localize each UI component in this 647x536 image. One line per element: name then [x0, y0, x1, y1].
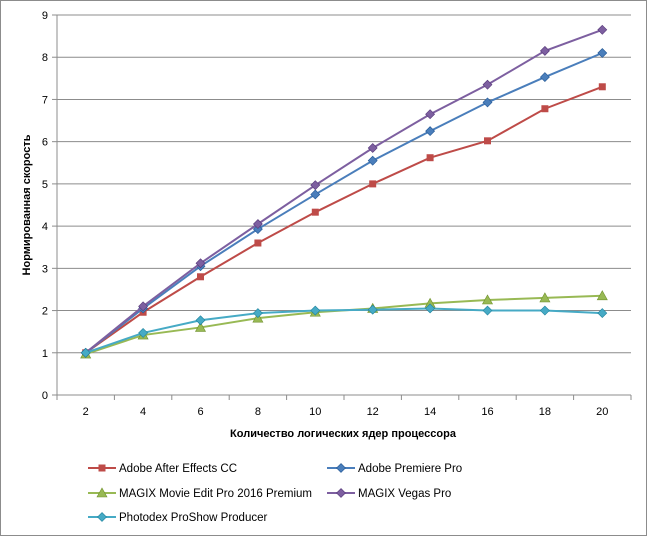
data-point-magix-movie-edit-pro-2016-premium: [539, 292, 551, 303]
data-point-photodex-proshow-producer: [138, 328, 149, 338]
y-tick-label: 5: [42, 179, 48, 191]
data-point-adobe-after-effects-cc: [541, 105, 549, 113]
legend-item-adobe-after-effects-cc: Adobe After Effects CC: [88, 463, 237, 475]
x-tick-label: 2: [83, 406, 89, 418]
data-point-magix-movie-edit-pro-2016-premium: [596, 290, 608, 301]
series-line-adobe-after-effects-cc: [85, 85, 603, 354]
y-tick-label: 7: [42, 94, 48, 106]
data-point-adobe-after-effects-cc: [369, 180, 377, 188]
y-tick-label: 8: [42, 52, 48, 64]
data-point-magix-vegas-pro: [482, 79, 493, 90]
x-axis-title: Количество логических ядер процессора: [230, 428, 457, 440]
legend-label: Adobe After Effects CC: [119, 463, 237, 475]
x-tick-label: 4: [140, 406, 146, 418]
data-point-adobe-after-effects-cc: [254, 239, 262, 247]
data-point-adobe-after-effects-cc: [197, 273, 204, 281]
legend-label: Adobe Premiere Pro: [358, 463, 462, 475]
data-point-photodex-proshow-producer: [80, 347, 91, 358]
data-point-adobe-premiere-pro: [539, 72, 550, 82]
x-tick-label: 6: [197, 406, 203, 418]
y-tick-label: 1: [42, 348, 48, 360]
data-point-magix-movie-edit-pro-2016-premium: [194, 321, 207, 332]
legend-item-magix-vegas-pro: MAGIX Vegas Pro: [327, 488, 451, 500]
x-tick-label: 12: [367, 406, 379, 418]
series-magix-vegas-pro: [80, 24, 608, 358]
x-tick-label: 16: [481, 406, 493, 418]
legend-label: MAGIX Movie Edit Pro 2016 Premium: [119, 488, 312, 500]
data-point-adobe-after-effects-cc: [311, 208, 319, 216]
x-tick-label: 14: [424, 406, 436, 418]
series-line-magix-vegas-pro: [85, 28, 603, 354]
legend-marker: [336, 463, 346, 473]
x-tick-label: 20: [596, 406, 608, 418]
y-tick-label: 0: [42, 390, 48, 402]
data-point-magix-vegas-pro: [310, 180, 321, 191]
data-point-adobe-premiere-pro: [252, 224, 263, 234]
data-point-adobe-after-effects-cc: [598, 83, 606, 91]
data-point-adobe-premiere-pro: [425, 126, 436, 137]
data-point-adobe-after-effects-cc: [426, 154, 434, 162]
x-tick-label: 8: [255, 406, 261, 418]
data-point-photodex-proshow-producer: [310, 305, 321, 316]
legend-label: Photodex ProShow Producer: [119, 512, 267, 524]
data-point-adobe-premiere-pro: [310, 189, 321, 200]
x-tick-label: 18: [539, 406, 551, 418]
data-point-photodex-proshow-producer: [597, 308, 608, 319]
series-lines: [80, 24, 608, 359]
legend-label: MAGIX Vegas Pro: [358, 488, 451, 500]
series-line-magix-movie-edit-pro-2016-premium: [85, 294, 603, 355]
legend-item-photodex-proshow-producer: Photodex ProShow Producer: [88, 512, 267, 524]
legend-item-magix-movie-edit-pro-2016-premium: MAGIX Movie Edit Pro 2016 Premium: [88, 487, 312, 500]
data-point-magix-vegas-pro: [252, 219, 263, 229]
legend-marker: [336, 488, 346, 498]
legend-marker: [98, 464, 106, 472]
data-point-photodex-proshow-producer: [195, 315, 206, 326]
series-line-photodex-proshow-producer: [85, 307, 603, 354]
data-point-magix-vegas-pro: [597, 24, 608, 35]
y-tick-label: 9: [42, 10, 48, 22]
gridlines: [57, 14, 631, 354]
y-tick-label: 2: [42, 306, 48, 318]
legend-marker: [97, 512, 107, 522]
series-adobe-after-effects-cc: [82, 83, 606, 357]
data-point-magix-vegas-pro: [138, 301, 149, 312]
data-point-magix-vegas-pro: [195, 258, 206, 269]
data-point-magix-vegas-pro: [425, 109, 436, 120]
data-point-adobe-premiere-pro: [597, 48, 608, 58]
data-point-magix-vegas-pro: [539, 45, 550, 56]
legend-marker: [96, 487, 108, 498]
series-line-adobe-premiere-pro: [85, 52, 603, 354]
data-point-magix-vegas-pro: [367, 143, 378, 153]
legend-item-adobe-premiere-pro: Adobe Premiere Pro: [327, 463, 462, 475]
series-photodex-proshow-producer: [80, 303, 608, 358]
legend: Adobe After Effects CC Adobe Premiere Pro…: [88, 463, 462, 524]
y-tick-label: 4: [42, 221, 48, 233]
data-point-magix-movie-edit-pro-2016-premium: [481, 294, 494, 305]
data-point-photodex-proshow-producer: [252, 308, 263, 319]
data-point-photodex-proshow-producer: [367, 304, 378, 315]
data-point-photodex-proshow-producer: [482, 305, 493, 316]
data-point-adobe-premiere-pro: [482, 97, 493, 108]
data-point-photodex-proshow-producer: [425, 303, 436, 314]
y-tick-label: 3: [42, 263, 48, 275]
x-tick-label: 10: [309, 406, 321, 418]
data-point-adobe-premiere-pro: [367, 155, 378, 166]
data-point-adobe-after-effects-cc: [484, 137, 491, 145]
y-axis-title: Нормированная скорость: [21, 134, 33, 275]
data-point-photodex-proshow-producer: [539, 305, 550, 316]
y-tick-label: 6: [42, 137, 48, 149]
